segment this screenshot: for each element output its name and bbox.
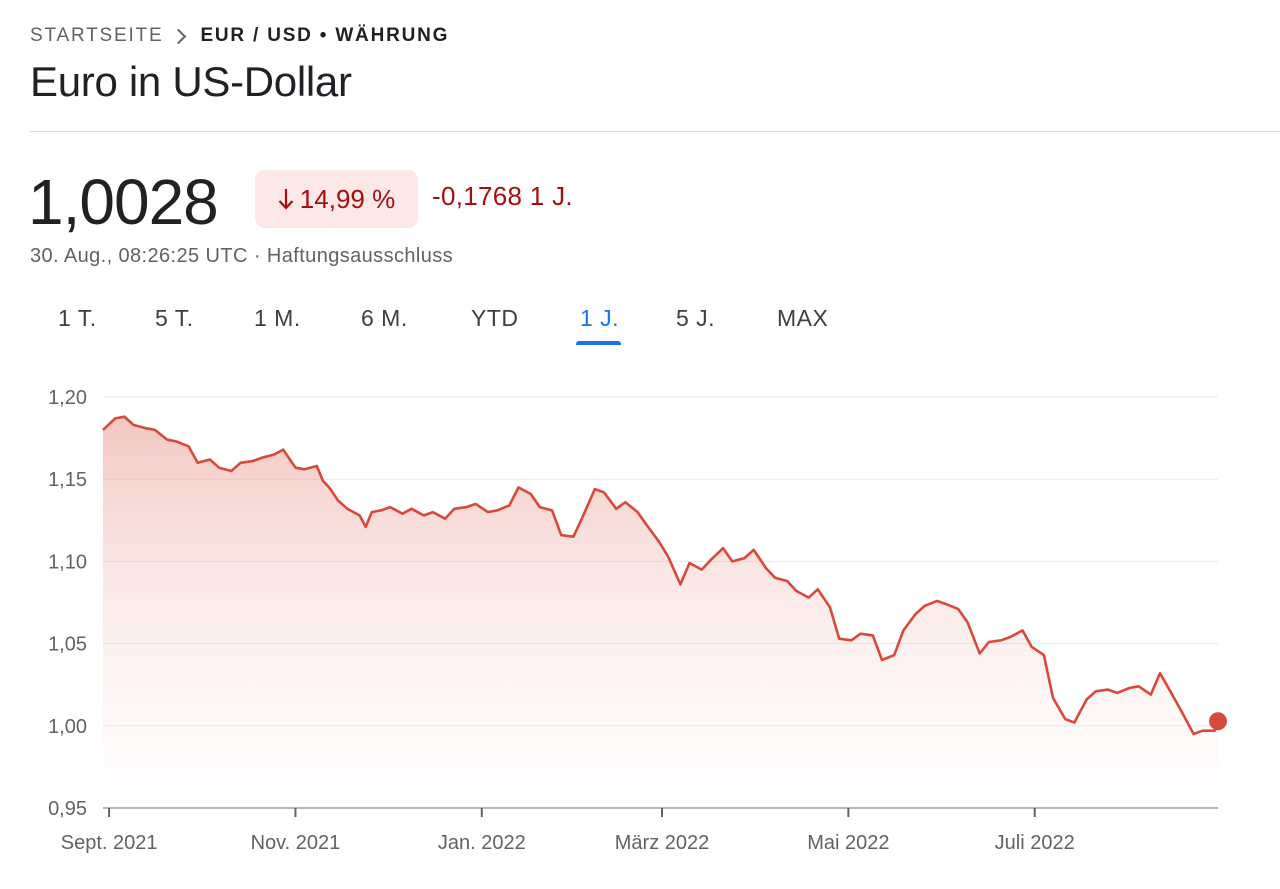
x-axis-ticks: Sept. 2021 Nov. 2021 Jan. 2022 März 2022 Mai… [61,808,1075,854]
disclaimer-link[interactable]: Haftungsausschluss [266,245,454,267]
y-tick-label: 1,05 [48,634,87,656]
y-tick-label: 1,00 [48,716,87,738]
x-tick-label: Nov. 2021 [251,832,341,854]
current-price: 1,0028 [28,166,219,238]
change-percent-value: 14,99 % [299,183,396,214]
y-tick-label: 1,10 [48,551,87,573]
y-tick-label: 1,20 [48,387,87,409]
quote-meta: 30. Aug., 08:26:25 UTC · Haftungsausschlus… [30,245,453,268]
chevron-right-icon [171,28,187,44]
tab-1-day[interactable]: 1 T. [58,305,97,331]
tab-ytd[interactable]: YTD [471,305,519,331]
time-range-tabs: 1 T. 5 T. 1 M. 6 M. YTD 1 J. 5 J. MAX [0,305,900,345]
arrow-down-icon [278,189,294,210]
tab-1-month[interactable]: 1 M. [254,305,301,331]
header-divider [30,131,1280,132]
x-tick-label: Jan. 2022 [438,832,526,854]
tab-1-year[interactable]: 1 J. [580,305,620,331]
page-title: Euro in US-Dollar [30,58,352,105]
price-area-fill [103,416,1218,808]
x-tick-label: März 2022 [615,832,710,854]
breadcrumb-home-link[interactable]: STARTSEITE [30,25,164,46]
tab-6-months[interactable]: 6 M. [361,305,408,331]
change-percent-badge: 14,99 % [255,170,418,228]
x-tick-label: Sept. 2021 [61,832,158,854]
current-value-marker [1209,712,1227,731]
tab-max[interactable]: MAX [777,305,829,331]
x-tick-label: Juli 2022 [995,832,1075,854]
x-tick-label: Mai 2022 [807,832,889,854]
breadcrumb-current: EUR / USD • WÄHRUNG [200,25,450,46]
meta-separator: · [253,245,261,267]
price-series-line [102,415,1220,736]
y-tick-label: 1,15 [48,469,87,491]
exchange-rate-chart[interactable]: 1,20 1,15 1,10 1,05 1,00 0,95 Sept. 2021 Nov. … [0,370,1280,870]
tab-5-days[interactable]: 5 T. [155,305,194,331]
active-tab-indicator [576,341,621,345]
tab-5-years[interactable]: 5 J. [676,305,716,331]
y-tick-label: 0,95 [48,798,87,820]
quote-timestamp: 30. Aug., 08:26:25 UTC [30,245,248,267]
breadcrumb: STARTSEITE EUR / USD • WÄHRUNG [30,22,449,50]
change-absolute: -0,1768 1 J. [432,181,573,211]
y-axis-tick-labels: 1,20 1,15 1,10 1,05 1,00 0,95 [48,387,87,820]
